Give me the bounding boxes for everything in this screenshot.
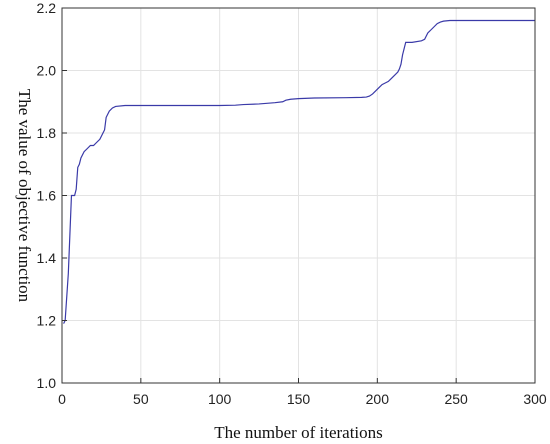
x-axis-ticks: 0 50 100 150 200 250 300 [58,378,547,407]
y-axis-label: The value of objective function [15,89,34,303]
x-axis-label: The number of iterations [214,423,383,442]
y-gridlines [62,70,535,321]
y-tick-label: 1.2 [37,313,57,329]
x-tick-label: 300 [523,391,547,407]
y-axis-ticks: 1.0 1.2 1.4 1.6 1.8 2.0 2.2 [37,0,67,391]
x-tick-label: 0 [58,391,66,407]
series-layer [63,19,535,324]
y-tick-label: 2.0 [37,63,57,79]
y-tick-label: 1.6 [37,188,57,204]
x-tick-label: 200 [366,391,390,407]
y-tick-label: 1.8 [37,125,57,141]
series-line-1 [63,19,535,324]
x-tick-label: 100 [208,391,232,407]
y-tick-label: 1.0 [37,375,57,391]
y-tick-label: 1.4 [37,250,57,266]
x-tick-label: 150 [287,391,311,407]
x-tick-label: 50 [133,391,149,407]
x-tick-label: 250 [444,391,468,407]
y-tick-label: 2.2 [37,0,57,16]
